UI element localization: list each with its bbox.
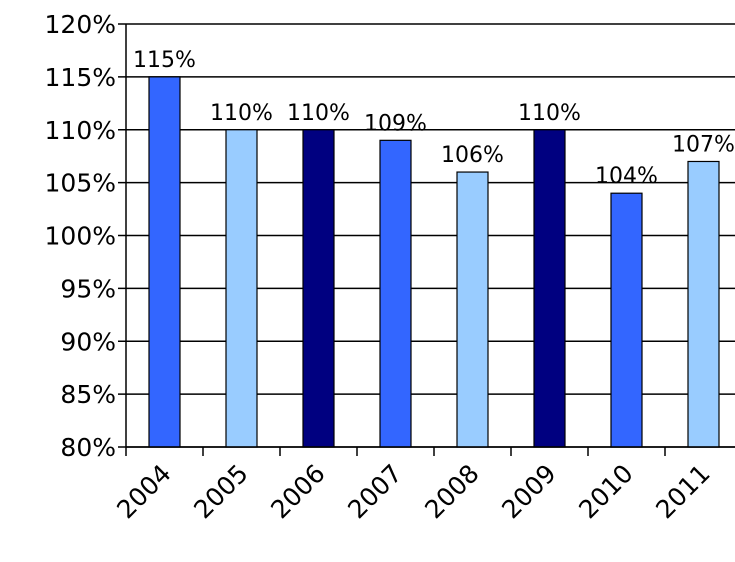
x-tick-label: 2008	[419, 459, 484, 524]
y-tick-label: 80%	[60, 433, 116, 462]
data-label: 110%	[287, 101, 350, 126]
y-tick-label: 115%	[45, 63, 116, 92]
y-tick-label: 85%	[60, 380, 116, 409]
x-tick-label: 2010	[573, 459, 638, 524]
bar	[302, 129, 335, 448]
data-label: 106%	[441, 143, 504, 168]
x-tick-label: 2011	[650, 459, 715, 524]
bar	[456, 171, 489, 448]
data-label: 104%	[595, 164, 658, 189]
data-label: 115%	[133, 48, 196, 73]
bar	[687, 160, 720, 448]
y-tick-label: 105%	[45, 169, 116, 198]
x-tick-label: 2006	[265, 459, 330, 524]
x-tick-label: 2007	[342, 459, 407, 524]
y-tick-label: 95%	[60, 274, 116, 303]
bar	[533, 129, 566, 448]
y-tick-label: 100%	[45, 222, 116, 251]
bar	[610, 192, 643, 448]
data-label: 107%	[672, 132, 735, 157]
bar	[225, 129, 258, 448]
x-tick-label: 2005	[188, 459, 253, 524]
x-tick-label: 2009	[496, 459, 561, 524]
y-tick-label: 90%	[60, 327, 116, 356]
x-tick-label: 2004	[111, 459, 176, 524]
data-label: 110%	[518, 101, 581, 126]
bar	[148, 76, 181, 448]
y-tick-label: 120%	[45, 10, 116, 39]
data-label: 110%	[210, 101, 273, 126]
y-tick-label: 110%	[45, 116, 116, 145]
data-label: 109%	[364, 111, 427, 136]
bar	[379, 139, 412, 448]
